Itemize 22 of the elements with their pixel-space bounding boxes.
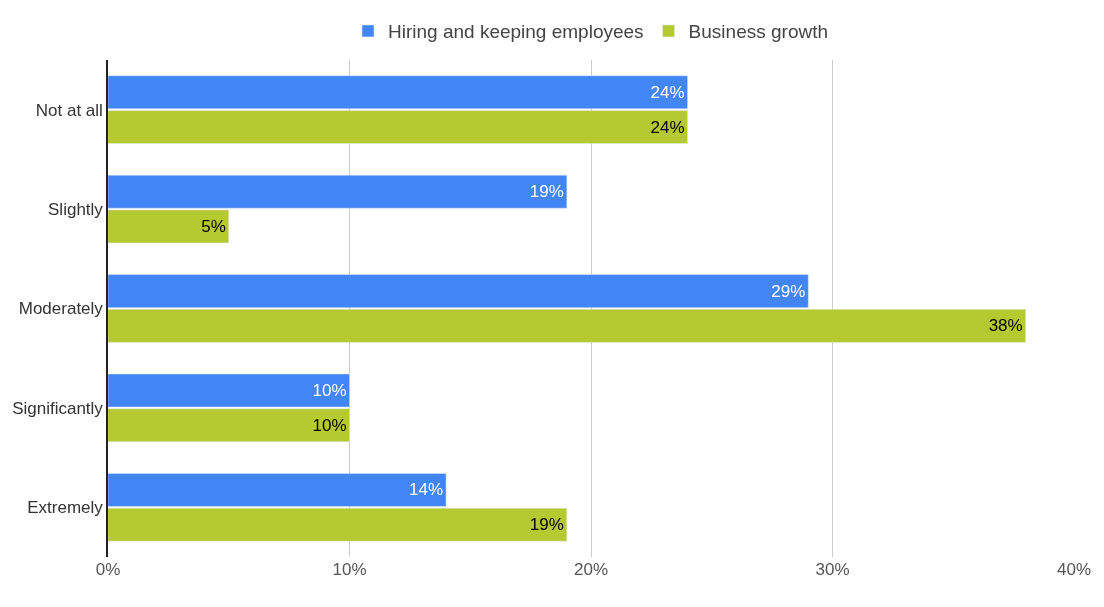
x-tick-label: 30% — [815, 560, 850, 579]
x-tick-label: 0% — [95, 560, 121, 579]
y-tick-label: Significantly — [12, 398, 104, 418]
y-tick-label: Extremely — [27, 498, 104, 518]
x-tick-label: 40% — [1056, 560, 1092, 579]
y-tick-label: Slightly — [48, 200, 104, 220]
data-label: 38% — [988, 316, 1023, 336]
y-tick-label: Moderately — [18, 299, 104, 319]
data-label: 10% — [312, 415, 347, 435]
data-label: 14% — [409, 480, 444, 500]
data-label: 19% — [529, 182, 564, 202]
data-label: 5% — [201, 216, 226, 236]
x-tick-label: 20% — [573, 560, 609, 579]
data-label: 24% — [650, 82, 685, 102]
y-tick-label: Not at all — [35, 100, 103, 120]
legend-label: Business growth — [688, 21, 829, 43]
data-label: 19% — [529, 515, 564, 535]
legend-label: Hiring and keeping employees — [388, 21, 644, 43]
x-tick-label: 10% — [332, 560, 367, 579]
data-label: 29% — [771, 281, 806, 301]
data-label: 24% — [650, 117, 685, 137]
data-label: 10% — [312, 381, 347, 401]
